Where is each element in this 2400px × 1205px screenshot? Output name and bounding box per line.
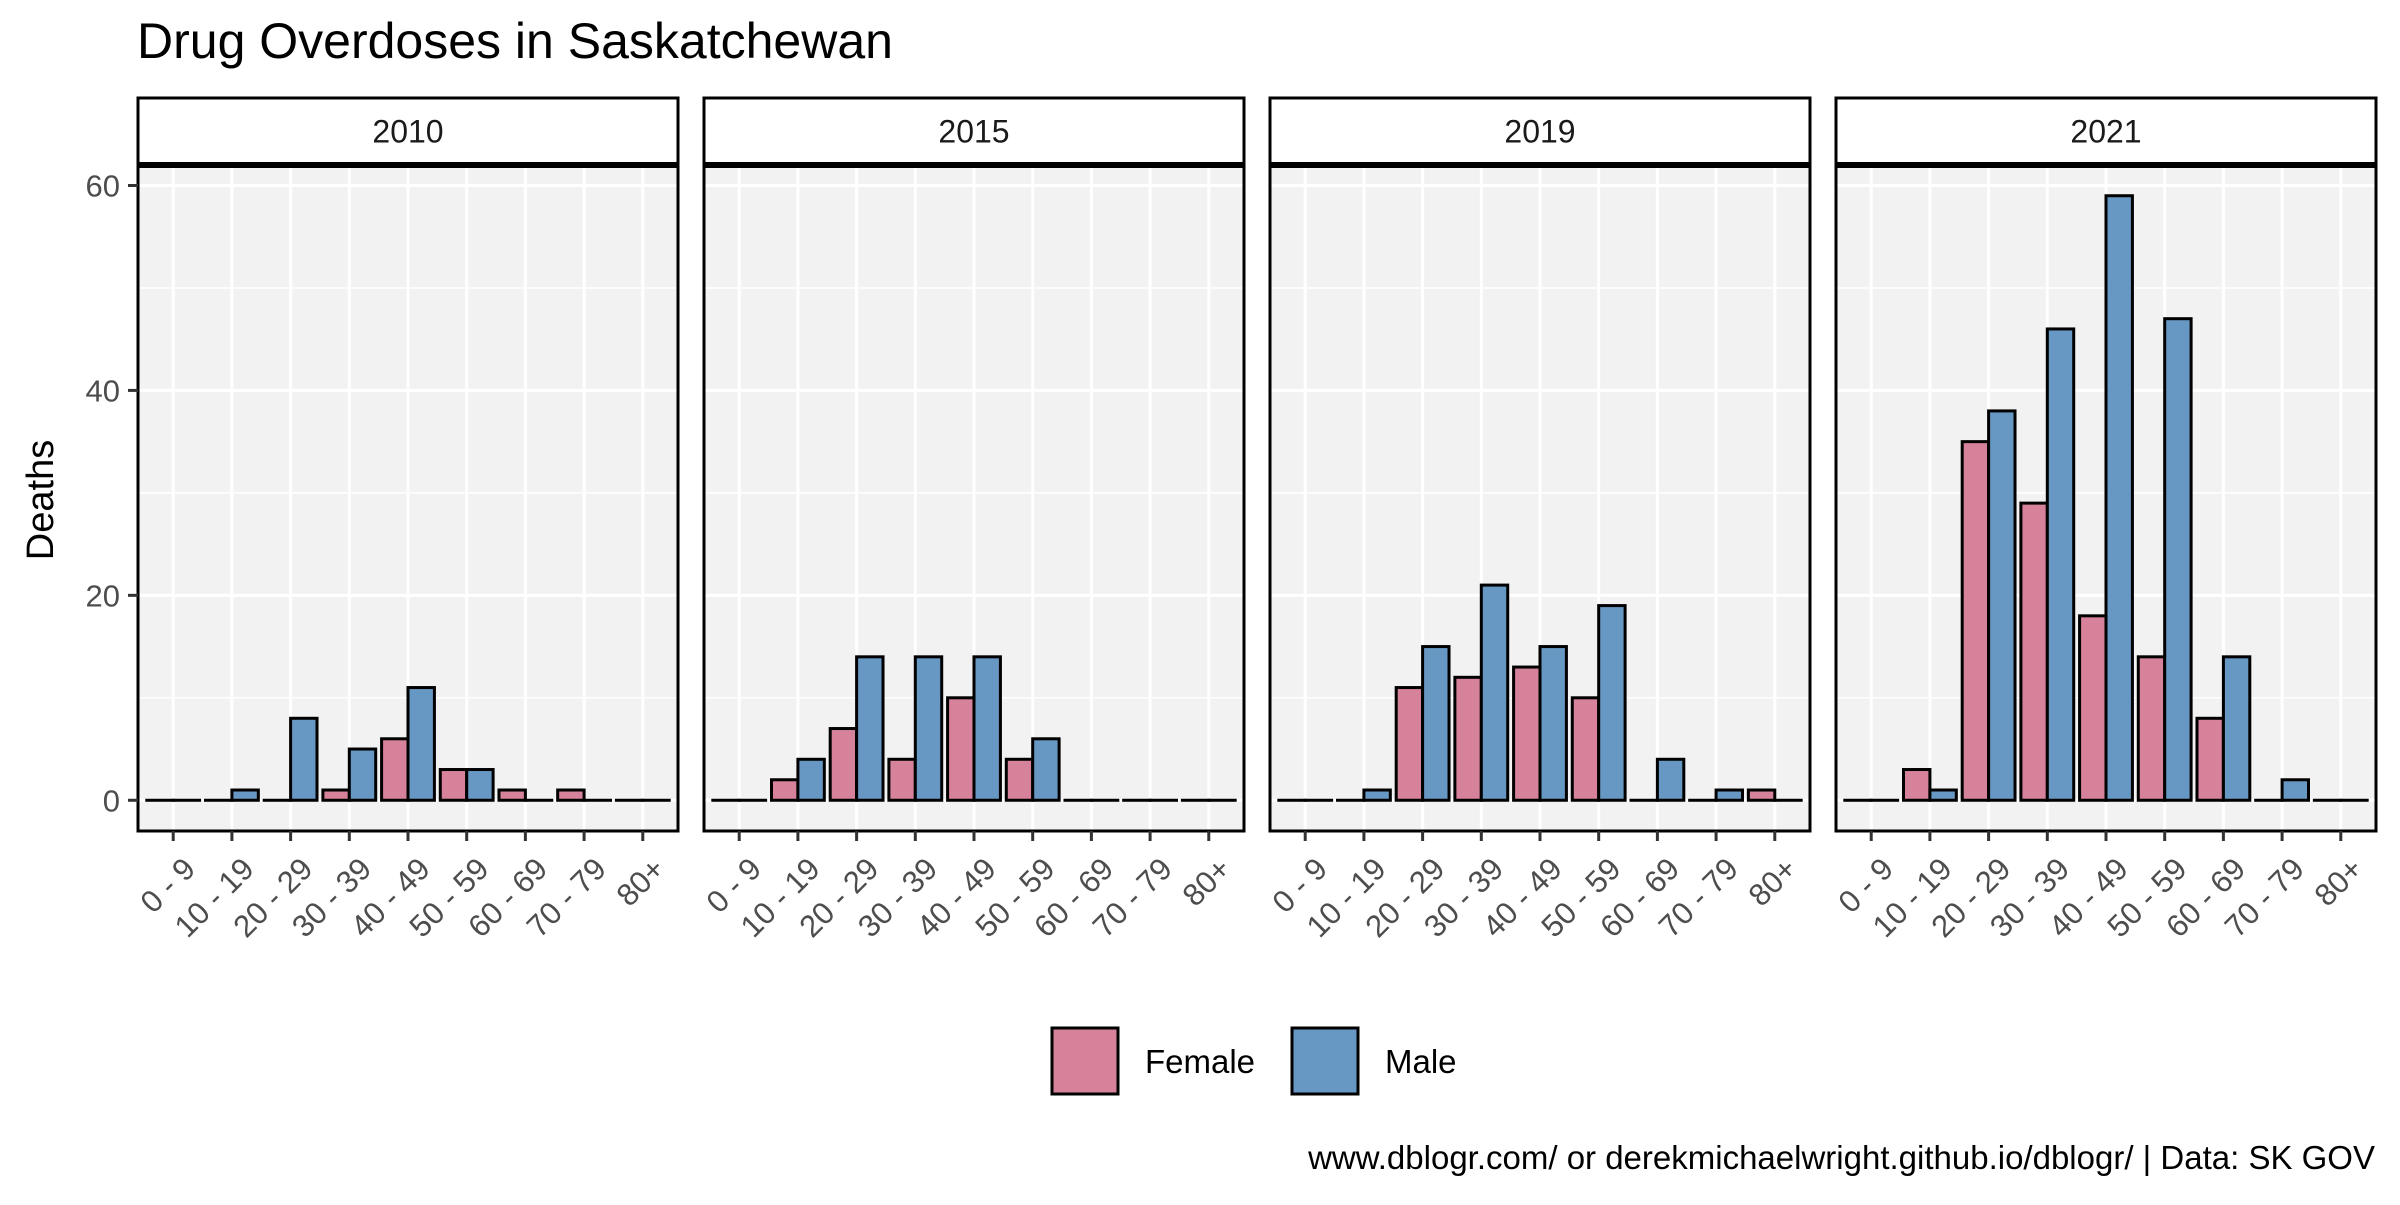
facet-strip-label: 2021 (2070, 114, 2141, 150)
bar-female-2019-8 (1748, 790, 1774, 800)
bar-male-2015-4 (974, 657, 1000, 800)
bar-female-2021-5 (2138, 657, 2164, 800)
bar-male-2021-5 (2165, 319, 2191, 801)
bar-female-2019-3 (1455, 677, 1481, 800)
bar-male-2019-2 (1423, 647, 1449, 801)
bar-female-2021-6 (2197, 718, 2223, 800)
bar-male-2021-4 (2106, 196, 2132, 801)
bar-male-2019-4 (1540, 647, 1566, 801)
legend: Female Male (1052, 1028, 1457, 1094)
bar-female-2015-2 (830, 729, 856, 801)
bar-female-2010-3 (323, 790, 349, 800)
bar-female-2019-4 (1514, 667, 1540, 800)
facet-strip-label: 2019 (1504, 114, 1575, 150)
bar-female-2015-1 (772, 780, 798, 800)
facet-strip-label: 2015 (938, 114, 1009, 150)
legend-key-female (1052, 1028, 1118, 1094)
bar-male-2021-6 (2223, 657, 2249, 800)
bar-female-2010-7 (558, 790, 584, 800)
bar-female-2015-3 (889, 759, 915, 800)
bar-male-2021-3 (2047, 329, 2073, 800)
bar-female-2015-4 (948, 698, 974, 800)
bar-female-2021-1 (1904, 770, 1930, 801)
bar-male-2010-2 (291, 718, 317, 800)
chart-title: Drug Overdoses in Saskatchewan (137, 13, 893, 69)
bar-male-2015-3 (915, 657, 941, 800)
bar-female-2010-4 (382, 739, 408, 800)
bar-male-2021-2 (1989, 411, 2015, 800)
bar-male-2019-5 (1599, 606, 1625, 801)
bar-female-2019-2 (1396, 688, 1422, 801)
bar-male-2019-1 (1364, 790, 1390, 800)
y-tick-label: 0 (103, 783, 120, 818)
x-tick-label: 80+ (610, 851, 672, 913)
bar-female-2021-2 (1962, 442, 1988, 801)
bar-male-2021-1 (1930, 790, 1956, 800)
y-tick-label: 20 (86, 578, 120, 613)
bar-male-2015-1 (798, 759, 824, 800)
y-axis-label: Deaths (20, 440, 62, 560)
bar-male-2019-3 (1481, 585, 1507, 800)
bar-female-2021-3 (2021, 503, 2047, 800)
bar-male-2010-4 (408, 688, 434, 801)
facet-strip-label: 2010 (372, 114, 443, 150)
bar-male-2010-3 (349, 749, 375, 800)
y-tick-label: 60 (86, 168, 120, 203)
x-tick-label: 80+ (2308, 851, 2370, 913)
bar-female-2021-4 (2080, 616, 2106, 800)
legend-label-male: Male (1385, 1043, 1457, 1080)
bar-male-2021-7 (2282, 780, 2308, 800)
y-tick-label: 40 (86, 373, 120, 408)
bar-male-2015-5 (1033, 739, 1059, 800)
bar-male-2010-1 (232, 790, 258, 800)
caption: www.dblogr.com/ or derekmichaelwright.gi… (1307, 1139, 2375, 1176)
x-tick-label: 80+ (1742, 851, 1804, 913)
bar-female-2015-5 (1006, 759, 1032, 800)
bar-male-2019-6 (1657, 759, 1683, 800)
bar-female-2010-6 (499, 790, 525, 800)
bar-male-2015-2 (857, 657, 883, 800)
bar-male-2019-7 (1716, 790, 1742, 800)
bar-female-2010-5 (440, 770, 466, 801)
bar-female-2019-5 (1572, 698, 1598, 800)
bar-male-2010-5 (467, 770, 493, 801)
legend-key-male (1292, 1028, 1358, 1094)
x-tick-label: 80+ (1176, 851, 1238, 913)
legend-label-female: Female (1145, 1043, 1255, 1080)
